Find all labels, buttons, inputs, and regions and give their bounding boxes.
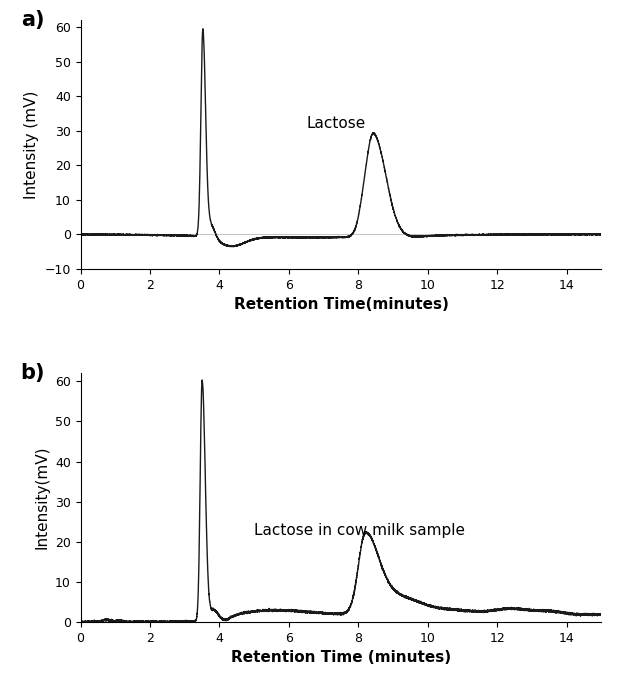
Text: Lactose in cow milk sample: Lactose in cow milk sample bbox=[254, 523, 465, 537]
Text: Lactose: Lactose bbox=[306, 116, 366, 130]
Y-axis label: Intensity(mV): Intensity(mV) bbox=[34, 446, 50, 550]
X-axis label: Retention Time(minutes): Retention Time(minutes) bbox=[234, 297, 448, 312]
Y-axis label: Intensity (mV): Intensity (mV) bbox=[24, 91, 39, 199]
X-axis label: Retention Time (minutes): Retention Time (minutes) bbox=[231, 650, 451, 665]
Text: b): b) bbox=[20, 364, 45, 383]
Text: a): a) bbox=[20, 10, 44, 30]
